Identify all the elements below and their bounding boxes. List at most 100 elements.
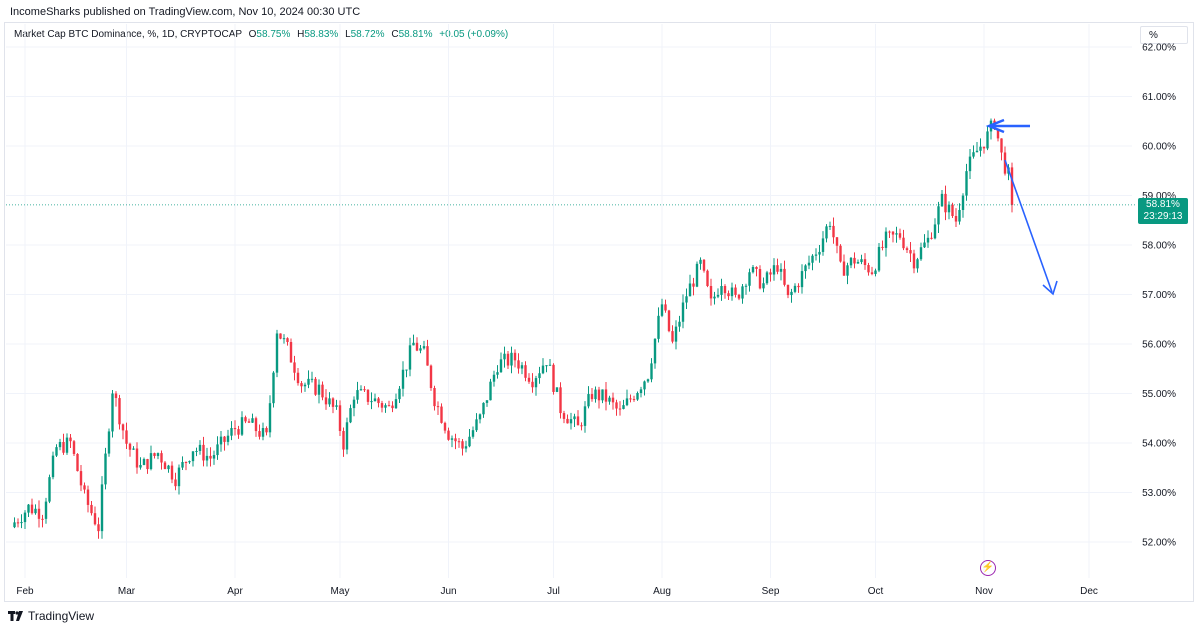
candle-body: [982, 146, 986, 149]
candle-body: [27, 504, 30, 513]
x-tick-label: Jun: [440, 586, 456, 597]
candle-body: [940, 193, 944, 207]
candle-body: [506, 353, 510, 366]
candle-body: [933, 224, 937, 239]
y-tick-label: 56.00%: [1142, 340, 1176, 351]
candle-body: [720, 285, 723, 295]
candle-body: [622, 405, 625, 409]
candle-body: [734, 287, 737, 295]
x-tick-label: Aug: [653, 586, 671, 597]
candle-body: [709, 286, 713, 299]
unit-selector-button[interactable]: %: [1140, 26, 1188, 44]
y-tick-label: 53.00%: [1142, 488, 1176, 499]
candle-body: [517, 360, 520, 369]
candle-body: [377, 398, 380, 404]
candle-body: [611, 397, 615, 403]
candle-body: [601, 389, 604, 401]
candle-body: [174, 479, 177, 487]
candle-body: [104, 453, 107, 485]
candle-body: [139, 464, 142, 468]
candle-body: [191, 451, 195, 462]
candle-body: [55, 447, 58, 456]
candle-body: [118, 398, 121, 425]
candle-body: [128, 443, 132, 450]
candle-body: [93, 513, 97, 525]
candle-body: [268, 403, 272, 433]
candle-body: [398, 388, 401, 400]
candle-body: [261, 428, 265, 437]
candle-body: [618, 408, 622, 410]
candle-body: [503, 353, 506, 360]
open-label: O: [248, 29, 257, 40]
candle-body: [464, 446, 468, 449]
change-value: +0.05 (+0.09%): [439, 29, 509, 40]
candle-body: [573, 416, 576, 420]
countdown-timer: 23:29:13: [1143, 211, 1183, 222]
candle-body: [149, 453, 153, 470]
candle-body: [790, 291, 793, 296]
candle-body: [65, 437, 69, 453]
candle-body: [373, 398, 377, 402]
candle-body: [657, 315, 660, 339]
chart-frame[interactable]: [4, 22, 1194, 602]
candle-body: [177, 467, 181, 487]
candle-body: [615, 402, 618, 409]
candles: [13, 118, 1014, 539]
candle-body: [496, 372, 499, 375]
candle-body: [772, 265, 776, 275]
candle-body: [534, 378, 538, 388]
candle-body: [223, 436, 226, 442]
candle-body: [839, 245, 842, 262]
candle-body: [923, 242, 926, 248]
candle-body: [730, 287, 734, 297]
candle-body: [454, 438, 457, 442]
candle-body: [688, 283, 692, 297]
candle-body: [786, 284, 790, 296]
y-tick-label: 54.00%: [1142, 439, 1176, 450]
candle-body: [961, 195, 965, 210]
candle-body: [947, 204, 951, 213]
candle-body: [895, 233, 898, 235]
candle-body: [958, 209, 961, 222]
candle-body: [891, 231, 895, 235]
candle-body: [937, 206, 940, 225]
candle-body: [671, 331, 674, 342]
candle-body: [317, 384, 321, 395]
candle-body: [877, 246, 881, 271]
candle-body: [769, 272, 772, 275]
candle-body: [723, 285, 727, 294]
candle-body: [954, 216, 958, 222]
candle-body: [499, 359, 503, 373]
tradingview-branding[interactable]: TradingView: [8, 609, 94, 623]
candle-body: [170, 465, 174, 480]
candle-body: [727, 293, 730, 297]
candle-body: [1000, 138, 1003, 153]
candle-body: [716, 294, 720, 297]
candle-body: [804, 265, 807, 272]
candle-body: [944, 193, 947, 213]
candle-body: [832, 225, 835, 238]
y-tick-label: 57.00%: [1142, 290, 1176, 301]
candle-body: [352, 399, 356, 409]
candle-body: [23, 512, 27, 523]
candle-body: [321, 384, 324, 398]
candle-body: [632, 398, 636, 400]
candle-body: [251, 418, 254, 423]
candle-body: [485, 400, 489, 403]
last-price-tag: 58.81% 23:29:13: [1138, 198, 1188, 224]
candle-body: [881, 246, 884, 248]
candle-body: [489, 381, 492, 401]
candle-body: [968, 156, 972, 172]
candle-body: [846, 265, 849, 276]
candle-body: [541, 365, 545, 374]
candle-body: [681, 302, 685, 322]
candle-body: [401, 369, 405, 389]
candle-body: [422, 346, 426, 349]
candle-body: [860, 259, 863, 263]
candle-body: [76, 453, 79, 472]
candle-body: [797, 285, 800, 288]
candle-body: [408, 345, 412, 370]
lightning-icon[interactable]: ⚡: [980, 560, 996, 576]
candle-body: [510, 352, 513, 366]
candle-body: [874, 270, 877, 274]
